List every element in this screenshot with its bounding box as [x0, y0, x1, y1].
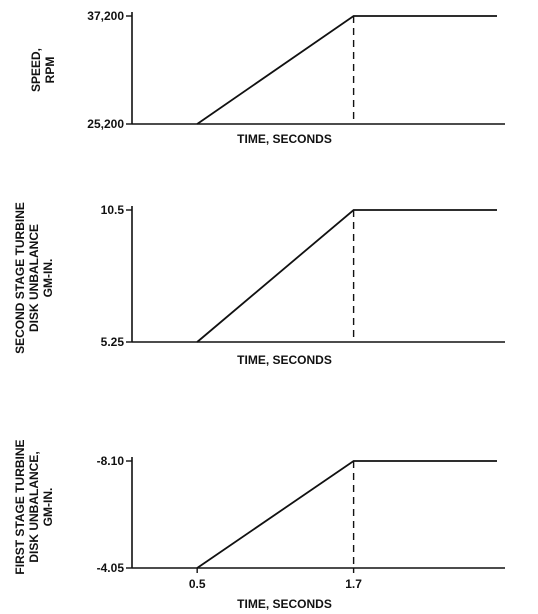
y-axis-label-line: RPM	[43, 57, 57, 84]
y-tick-label: 37,200	[87, 9, 124, 23]
y-tick-label: 25,200	[87, 117, 124, 131]
series-line	[196, 209, 497, 343]
x-tick-label: 1.7	[345, 577, 362, 591]
x-axis-title: TIME, SECONDS	[237, 597, 332, 611]
y-axis-label-line: DISK UNBALANCE	[27, 224, 41, 332]
y-tick-label: -8.10	[97, 454, 125, 468]
y-tick-label: -4.05	[97, 561, 125, 575]
y-axis-label-line: GM-IN.	[41, 488, 55, 527]
y-axis-label-line: GM-IN.	[41, 259, 55, 298]
y-axis-label-line: DISK UNBALANCE,	[27, 451, 41, 562]
x-axis-title: TIME, SECONDS	[237, 132, 332, 146]
y-axis-label-line: SPEED,	[29, 48, 43, 92]
x-axis-title: TIME, SECONDS	[237, 353, 332, 367]
y-axis-label-line: FIRST STAGE TURBINE	[13, 439, 27, 574]
y-axis-label-line: SECOND STAGE TURBINE	[13, 202, 27, 354]
y-tick-label: 10.5	[101, 203, 125, 217]
series-line	[196, 460, 497, 569]
series-line	[196, 15, 497, 125]
y-tick-label: 5.25	[101, 335, 125, 349]
x-tick-label: 0.5	[189, 577, 206, 591]
